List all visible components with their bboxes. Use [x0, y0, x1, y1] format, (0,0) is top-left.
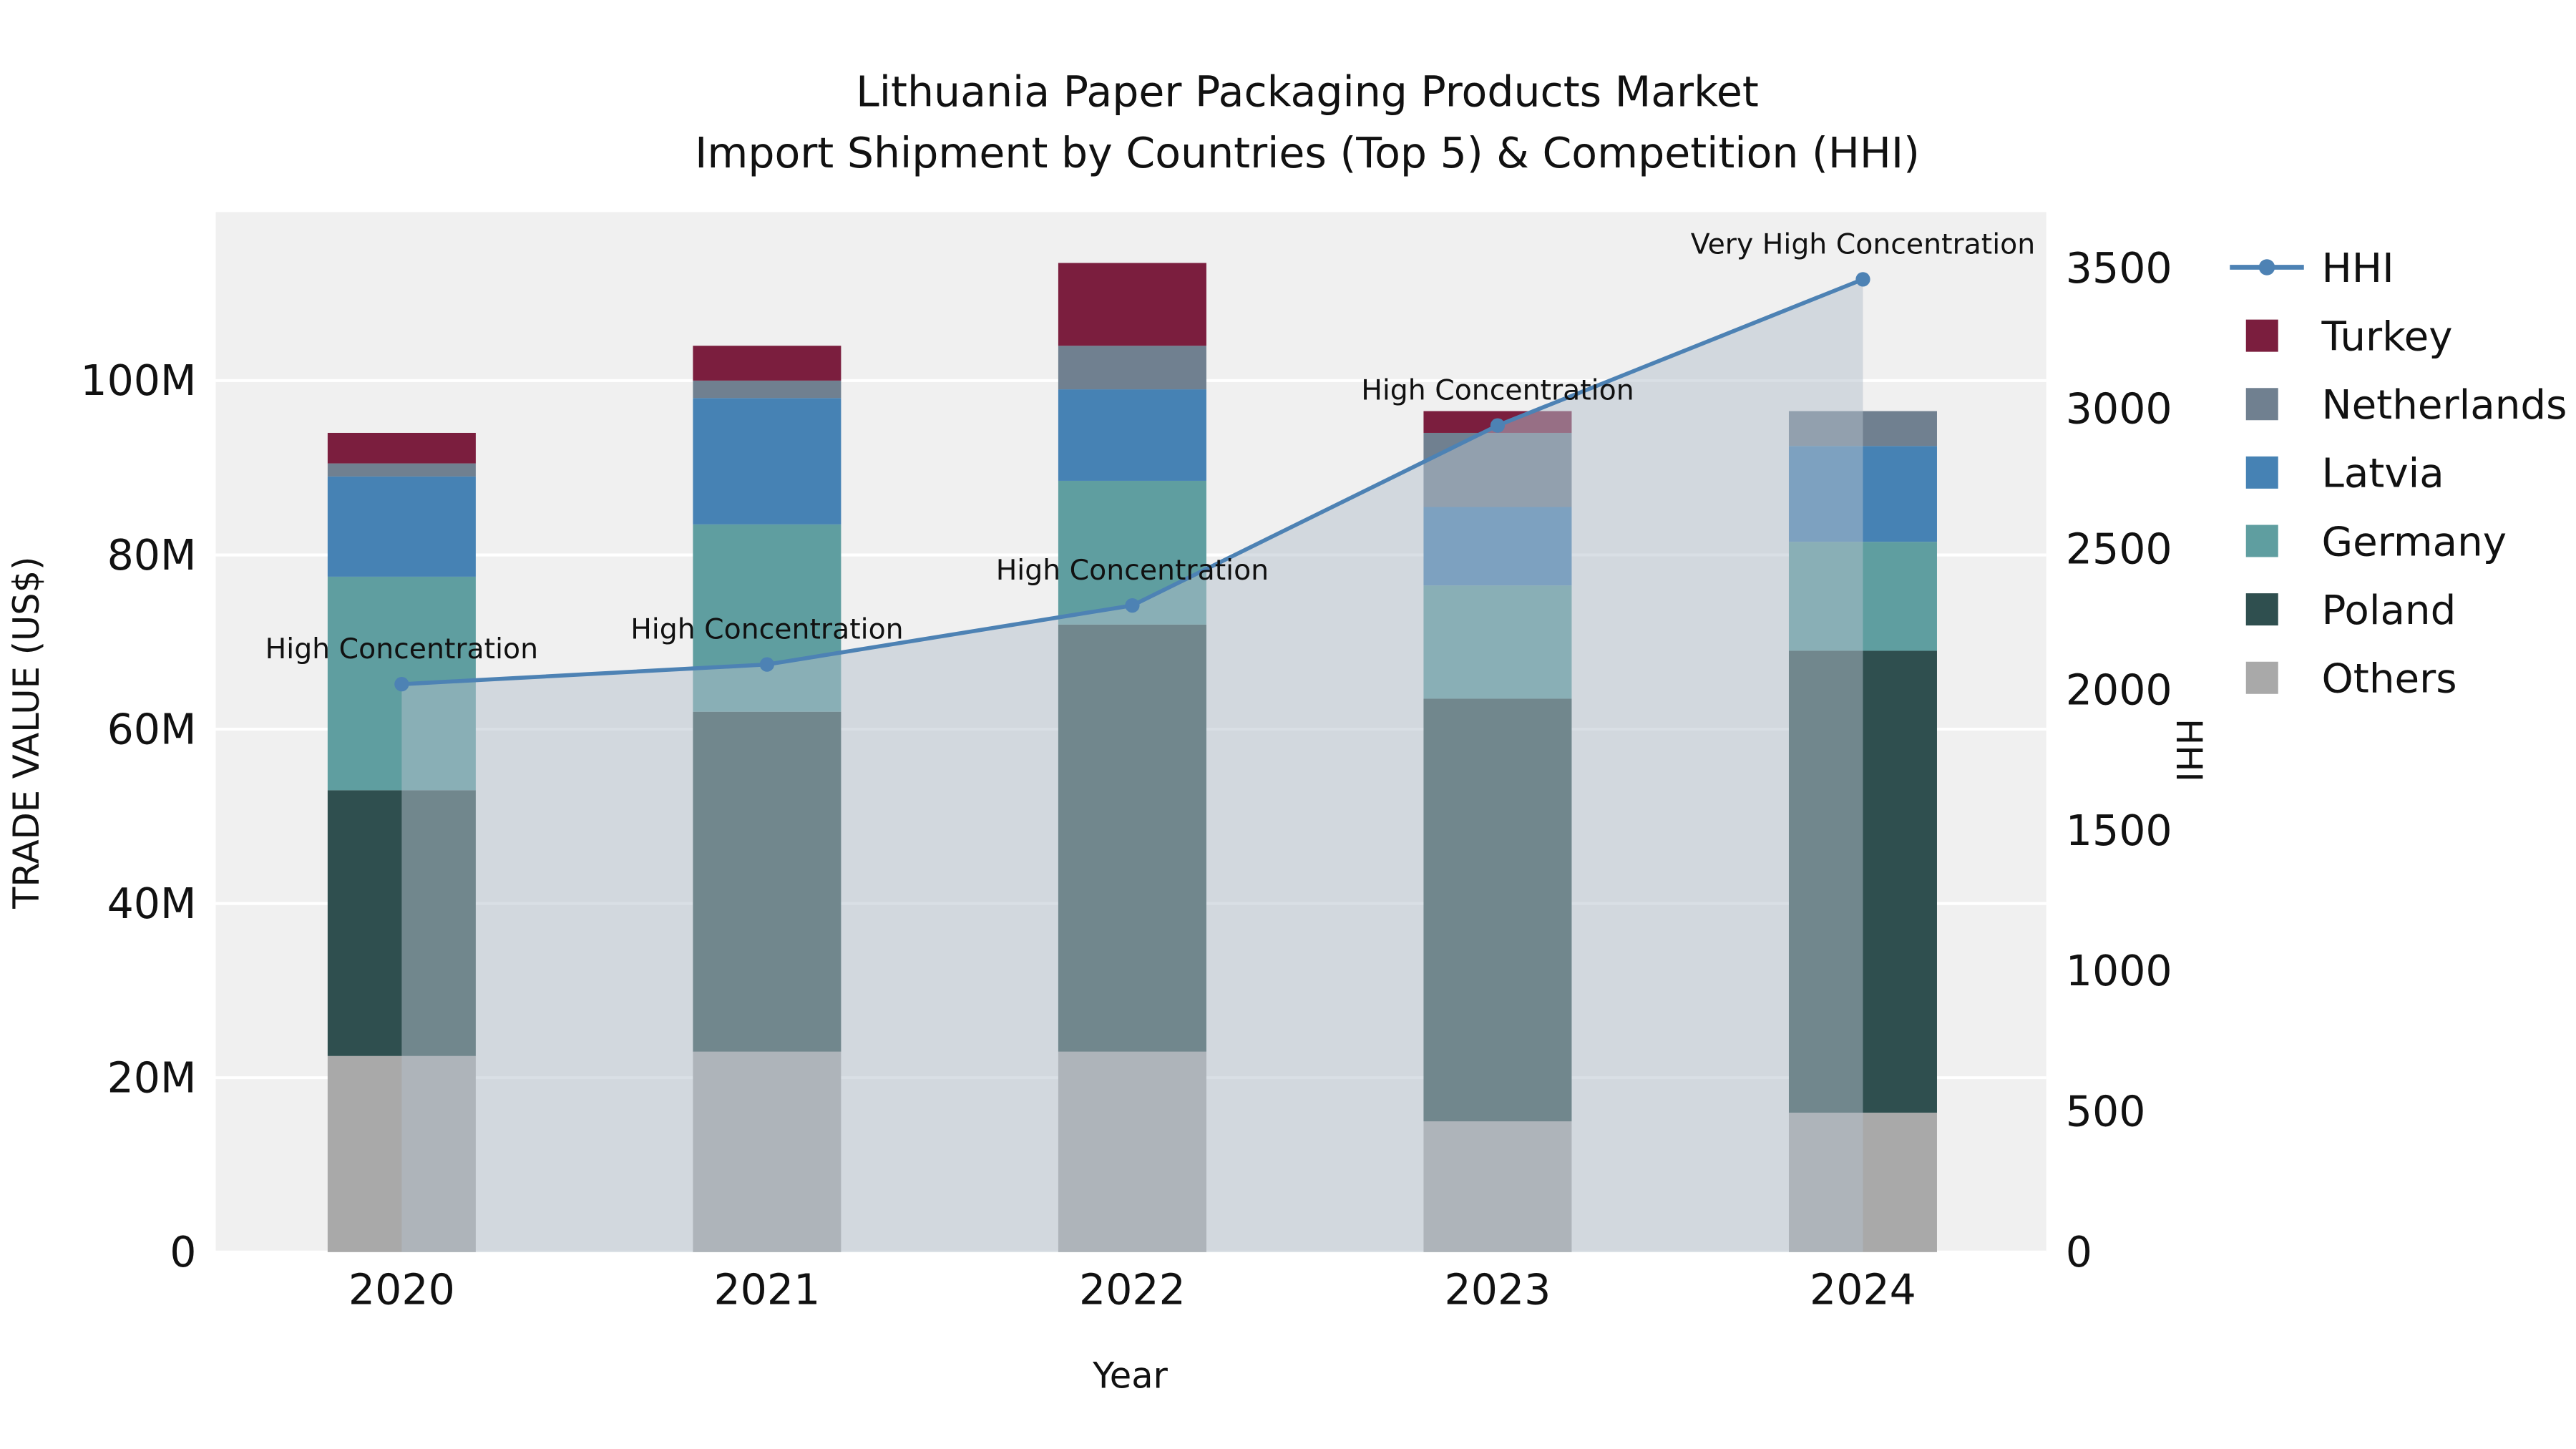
y-right-tick-1500: 1500 [2066, 806, 2172, 855]
netherlands-swatch-icon [2245, 388, 2278, 421]
x-tick-2020: 2020 [348, 1266, 455, 1314]
y-right-tick-500: 500 [2066, 1088, 2146, 1136]
y-right-tick-3000: 3000 [2066, 384, 2172, 433]
hhi-annotation-2024: Very High Concentration [1691, 228, 2035, 260]
legend: HHI Turkey Netherlands Latvia Germany Po… [2230, 245, 2567, 703]
y-right-axis-title: HHI [2168, 718, 2210, 782]
y-right-tick-2500: 2500 [2066, 525, 2172, 574]
x-tick-labels: 2020 2021 2022 2023 2024 [348, 1266, 1916, 1314]
germany-swatch-icon [2245, 525, 2278, 557]
hhi-area [401, 279, 1863, 1252]
hhi-marker-2023 [1490, 418, 1506, 433]
poland-swatch-icon [2245, 593, 2278, 626]
hhi-annotation-2020: High Concentration [265, 633, 538, 665]
bar-2021-latvia [693, 398, 841, 525]
legend-item-latvia: Latvia [2245, 451, 2444, 497]
bar-2020-netherlands [327, 463, 476, 477]
y-left-tick-0: 0 [170, 1228, 196, 1277]
y-right-tick-1000: 1000 [2066, 947, 2172, 995]
y-right-tick-0: 0 [2066, 1228, 2092, 1277]
hhi-marker-2020 [394, 677, 409, 692]
legend-label-netherlands: Netherlands [2322, 382, 2567, 429]
y-left-tick-60m: 60M [107, 705, 197, 753]
y-right-tick-labels: 0 500 1000 1500 2000 2500 3000 3500 [2066, 244, 2172, 1277]
legend-item-hhi: HHI [2230, 245, 2394, 292]
bar-2021-netherlands [693, 380, 841, 399]
x-axis-title: Year [1092, 1355, 1168, 1397]
legend-label-poland: Poland [2322, 587, 2457, 634]
x-tick-2024: 2024 [1810, 1266, 1916, 1314]
plot-series: High Concentration High Concentration High… [265, 228, 2035, 1252]
legend-label-turkey: Turkey [2321, 313, 2453, 360]
hhi-marker-2022 [1125, 597, 1140, 613]
hhi-marker-2021 [759, 657, 775, 672]
bar-2020-turkey [327, 432, 476, 464]
y-left-tick-80m: 80M [107, 531, 197, 580]
y-left-axis-title: TRADE VALUE (US$) [6, 557, 47, 909]
legend-label-germany: Germany [2322, 519, 2507, 565]
latvia-swatch-icon [2245, 456, 2278, 489]
chart-title-line1: Lithuania Paper Packaging Products Marke… [856, 68, 1759, 117]
bar-2022-latvia [1058, 389, 1206, 481]
bar-2022-turkey [1058, 263, 1206, 346]
bar-2020-latvia [327, 476, 476, 577]
turkey-swatch-icon [2245, 319, 2278, 352]
hhi-marker-2024 [1855, 272, 1870, 287]
x-tick-2023: 2023 [1445, 1266, 1551, 1314]
legend-item-others: Others [2245, 656, 2457, 703]
y-left-tick-20m: 20M [107, 1053, 197, 1102]
others-swatch-icon [2245, 661, 2278, 694]
legend-label-others: Others [2322, 656, 2457, 703]
x-tick-2022: 2022 [1079, 1266, 1186, 1314]
legend-item-poland: Poland [2245, 587, 2457, 634]
legend-item-germany: Germany [2245, 519, 2507, 565]
legend-item-netherlands: Netherlands [2245, 382, 2567, 429]
x-tick-2021: 2021 [713, 1266, 820, 1314]
hhi-marker-swatch-icon [2258, 259, 2275, 275]
y-left-tick-40m: 40M [107, 879, 197, 928]
y-right-tick-2000: 2000 [2066, 665, 2172, 714]
y-left-tick-labels: 0 20M 40M 60M 80M 100M [80, 356, 196, 1277]
bar-2021-turkey [693, 346, 841, 381]
y-right-tick-3500: 3500 [2066, 244, 2172, 293]
y-left-tick-100m: 100M [80, 356, 196, 405]
bar-2022-netherlands [1058, 346, 1206, 390]
legend-label-latvia: Latvia [2322, 451, 2444, 497]
chart-title-line2: Import Shipment by Countries (Top 5) & C… [695, 129, 1920, 177]
legend-item-turkey: Turkey [2245, 313, 2453, 360]
hhi-annotation-2022: High Concentration [996, 554, 1269, 587]
legend-label-hhi: HHI [2322, 245, 2394, 292]
hhi-annotation-2023: High Concentration [1361, 374, 1634, 407]
hhi-annotation-2021: High Concentration [630, 613, 903, 646]
